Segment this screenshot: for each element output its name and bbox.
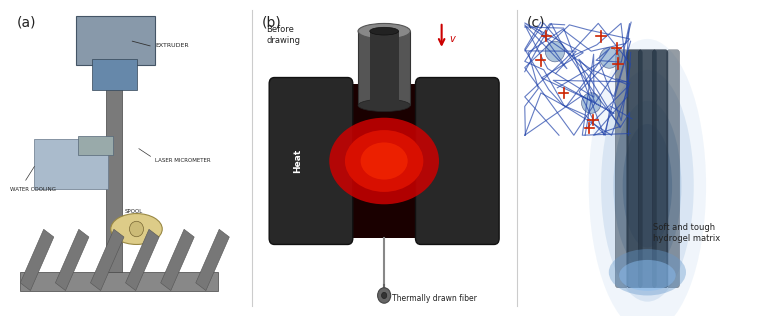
Ellipse shape	[601, 70, 693, 302]
Text: (a): (a)	[17, 16, 37, 30]
Text: Thermally drawn fiber: Thermally drawn fiber	[392, 294, 477, 303]
Text: Heat: Heat	[293, 149, 303, 173]
FancyBboxPatch shape	[269, 78, 353, 244]
Ellipse shape	[589, 39, 706, 322]
Ellipse shape	[622, 124, 672, 248]
Ellipse shape	[360, 142, 408, 180]
FancyBboxPatch shape	[76, 16, 155, 65]
Ellipse shape	[370, 27, 399, 35]
FancyBboxPatch shape	[416, 78, 499, 244]
Circle shape	[381, 292, 387, 298]
Text: SPOOL: SPOOL	[125, 209, 143, 213]
Text: WATER COOLING: WATER COOLING	[10, 187, 56, 192]
Bar	[126, 229, 159, 290]
Text: LASER MICROMETER: LASER MICROMETER	[155, 158, 211, 164]
Ellipse shape	[330, 121, 438, 201]
Circle shape	[600, 48, 619, 68]
Bar	[20, 272, 218, 291]
Circle shape	[582, 93, 601, 113]
Text: EXTRUDER: EXTRUDER	[155, 43, 189, 48]
Bar	[78, 136, 113, 155]
Text: Before
drawing: Before drawing	[267, 25, 300, 45]
Ellipse shape	[613, 101, 682, 271]
FancyBboxPatch shape	[638, 50, 657, 288]
Ellipse shape	[355, 139, 413, 183]
Text: Soft and tough
hydrogel matrix: Soft and tough hydrogel matrix	[653, 223, 720, 243]
FancyBboxPatch shape	[653, 50, 668, 288]
Circle shape	[378, 288, 391, 303]
Ellipse shape	[129, 221, 144, 237]
FancyBboxPatch shape	[667, 50, 679, 288]
Ellipse shape	[609, 249, 686, 296]
Bar	[348, 84, 420, 238]
Bar	[92, 59, 136, 90]
Ellipse shape	[342, 130, 426, 192]
Bar	[196, 229, 229, 290]
Bar	[161, 229, 194, 290]
Bar	[370, 31, 399, 105]
Ellipse shape	[619, 260, 675, 291]
Bar	[55, 229, 89, 290]
Ellipse shape	[317, 111, 451, 211]
Text: (b): (b)	[261, 16, 281, 30]
Ellipse shape	[111, 213, 162, 244]
Ellipse shape	[358, 99, 410, 111]
Ellipse shape	[345, 130, 424, 192]
Bar	[106, 22, 122, 285]
Bar	[90, 229, 124, 290]
Circle shape	[545, 41, 565, 62]
Text: (c): (c)	[526, 16, 545, 30]
FancyBboxPatch shape	[615, 50, 628, 288]
Ellipse shape	[329, 118, 439, 204]
Text: v: v	[449, 34, 456, 44]
Ellipse shape	[358, 24, 410, 39]
FancyBboxPatch shape	[627, 50, 642, 288]
FancyBboxPatch shape	[34, 139, 108, 189]
Bar	[358, 31, 410, 105]
Bar	[20, 229, 54, 290]
